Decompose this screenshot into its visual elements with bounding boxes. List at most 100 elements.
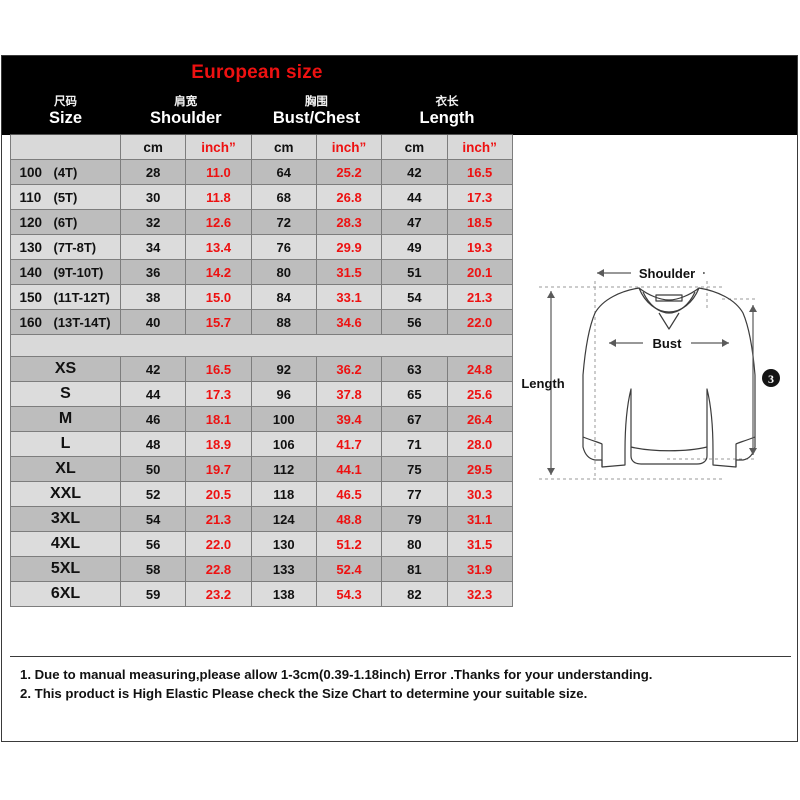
cell-bust-inch: 37.8	[315, 381, 383, 407]
table-row: 130 (7T-8T) 34 13.4 76 29.9 49 19.3	[10, 234, 513, 260]
cell-length-inch: 20.1	[446, 259, 513, 285]
cell-shoulder-cm: 40	[119, 309, 187, 335]
unit-shoulder-cm: cm	[119, 134, 187, 160]
header-length: 衣长 Length	[381, 88, 513, 135]
cell-size: 130 (7T-8T)	[10, 234, 121, 260]
cell-shoulder-cm: 52	[119, 481, 187, 507]
cell-bust-cm: 106	[250, 431, 317, 457]
cell-bust-inch: 52.4	[315, 556, 383, 582]
cell-shoulder-cm: 50	[119, 456, 187, 482]
table-row: M 46 18.1 100 39.4 67 26.4	[10, 406, 513, 432]
cell-length-cm: 51	[381, 259, 448, 285]
cell-bust-inch: 29.9	[315, 234, 383, 260]
cell-length-inch: 28.0	[446, 431, 513, 457]
cell-bust-inch: 26.8	[315, 184, 383, 210]
badge-circle	[762, 369, 780, 387]
cell-size: 100 (4T)	[10, 159, 121, 185]
cell-length-cm: 75	[381, 456, 448, 482]
cell-length-inch: 22.0	[446, 309, 513, 335]
cell-shoulder-inch: 14.2	[185, 259, 252, 285]
cell-shoulder-cm: 48	[119, 431, 187, 457]
cell-shoulder-inch: 11.8	[185, 184, 252, 210]
cell-length-inch: 17.3	[446, 184, 513, 210]
cell-length-cm: 65	[381, 381, 448, 407]
header-size: 尺码 Size	[10, 88, 121, 135]
cell-length-inch: 16.5	[446, 159, 513, 185]
unit-length-cm: cm	[381, 134, 448, 160]
cell-shoulder-inch: 11.0	[185, 159, 252, 185]
cell-shoulder-cm: 59	[119, 581, 187, 607]
cell-bust-cm: 138	[250, 581, 317, 607]
cell-length-cm: 63	[381, 356, 448, 382]
cell-size: L	[10, 431, 121, 457]
cell-length-inch: 21.3	[446, 284, 513, 310]
table-header-row: 尺码 Size 肩宽 Shoulder 胸围 Bust/Chest 衣长 Len…	[10, 88, 513, 135]
cell-bust-cm: 112	[250, 456, 317, 482]
cell-shoulder-inch: 21.3	[185, 506, 252, 532]
cell-size: XL	[10, 456, 121, 482]
note-1: 1. Due to manual measuring,please allow …	[20, 667, 653, 682]
cell-bust-inch: 28.3	[315, 209, 383, 235]
cell-length-inch: 24.8	[446, 356, 513, 382]
shoulder-label: Shoulder	[639, 266, 695, 281]
cell-size: XXL	[10, 481, 121, 507]
content-card: European size 尺码 Size 肩宽 Shoulder	[1, 55, 798, 742]
unit-blank	[10, 134, 121, 160]
cell-length-cm: 82	[381, 581, 448, 607]
cell-bust-cm: 88	[250, 309, 317, 335]
table-row: 140 (9T-10T) 36 14.2 80 31.5 51 20.1	[10, 259, 513, 285]
cell-length-inch: 31.1	[446, 506, 513, 532]
cell-bust-cm: 64	[250, 159, 317, 185]
cell-shoulder-inch: 12.6	[185, 209, 252, 235]
unit-bust-cm: cm	[250, 134, 317, 160]
cell-shoulder-cm: 58	[119, 556, 187, 582]
table-row: 160 (13T-14T) 40 15.7 88 34.6 56 22.0	[10, 309, 513, 335]
header-shoulder: 肩宽 Shoulder	[120, 88, 252, 135]
page-title: European size	[191, 62, 323, 83]
cell-length-cm: 79	[381, 506, 448, 532]
cell-length-cm: 54	[381, 284, 448, 310]
cell-bust-cm: 124	[250, 506, 317, 532]
cell-length-cm: 49	[381, 234, 448, 260]
bust-label-bg	[643, 334, 691, 352]
cell-bust-inch: 46.5	[315, 481, 383, 507]
cell-length-cm: 42	[381, 159, 448, 185]
garment-diagram: Shoulder Bust Length 3	[517, 251, 797, 491]
unit-shoulder-inch: inch”	[185, 134, 252, 160]
table-row: 3XL 54 21.3 124 48.8 79 31.1	[10, 506, 513, 532]
table-row: XXL 52 20.5 118 46.5 77 30.3	[10, 481, 513, 507]
cell-shoulder-inch: 15.7	[185, 309, 252, 335]
cell-bust-cm: 68	[250, 184, 317, 210]
cell-length-inch: 31.5	[446, 531, 513, 557]
cell-size: M	[10, 406, 121, 432]
cell-bust-inch: 54.3	[315, 581, 383, 607]
cell-shoulder-cm: 36	[119, 259, 187, 285]
cell-shoulder-inch: 23.2	[185, 581, 252, 607]
table-row: XS 42 16.5 92 36.2 63 24.8	[10, 356, 513, 382]
unit-length-inch: inch”	[446, 134, 513, 160]
table-row: 5XL 58 22.8 133 52.4 81 31.9	[10, 556, 513, 582]
size-table: 尺码 Size 肩宽 Shoulder 胸围 Bust/Chest 衣长 Len…	[10, 88, 513, 607]
cell-length-inch: 31.9	[446, 556, 513, 582]
cell-shoulder-inch: 18.9	[185, 431, 252, 457]
cell-shoulder-cm: 56	[119, 531, 187, 557]
badge-number: 3	[768, 372, 774, 386]
cell-bust-inch: 44.1	[315, 456, 383, 482]
header-size-en: Size	[48, 108, 83, 127]
cell-bust-cm: 118	[250, 481, 317, 507]
note-2: 2. This product is High Elastic Please c…	[20, 686, 588, 701]
notes-divider	[10, 656, 791, 657]
header-length-en: Length	[419, 108, 475, 127]
cell-shoulder-inch: 15.0	[185, 284, 252, 310]
cell-shoulder-cm: 34	[119, 234, 187, 260]
cell-shoulder-inch: 18.1	[185, 406, 252, 432]
cell-shoulder-inch: 22.0	[185, 531, 252, 557]
unit-bust-inch: inch”	[315, 134, 383, 160]
cell-bust-cm: 92	[250, 356, 317, 382]
table-row: L 48 18.9 106 41.7 71 28.0	[10, 431, 513, 457]
sweatshirt-outline	[582, 287, 756, 468]
cell-bust-inch: 34.6	[315, 309, 383, 335]
table-row: 120 (6T) 32 12.6 72 28.3 47 18.5	[10, 209, 513, 235]
unit-row: cm inch” cm inch” cm inch”	[10, 134, 513, 160]
